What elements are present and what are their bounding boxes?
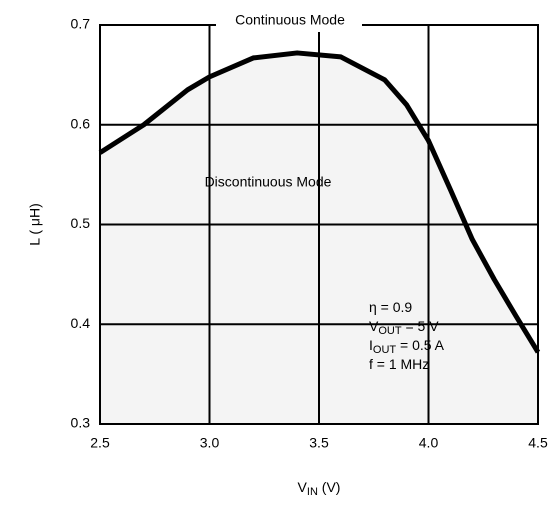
- annotation: η = 0.9: [369, 299, 412, 315]
- annotation: f = 1 MHz: [369, 356, 429, 372]
- line: [98, 50, 541, 354]
- text-part: = 0.5 A: [396, 337, 445, 353]
- y-tick-label: 0.7: [71, 16, 91, 32]
- text-part: I: [369, 337, 373, 353]
- subscript: OUT: [378, 325, 402, 337]
- x-tick-label: 3.0: [200, 435, 220, 451]
- y-tick-label: 0.4: [71, 315, 91, 331]
- x-tick-label: 4.5: [528, 435, 548, 451]
- y-tick-label: 0.5: [71, 215, 91, 231]
- x-tick-label: 3.5: [309, 435, 329, 451]
- text-part: V: [369, 318, 379, 334]
- text-part: η = 0.9: [369, 299, 412, 315]
- region-label: Continuous Mode: [235, 12, 345, 28]
- annotation: VOUT = 5 V: [369, 318, 439, 337]
- x-axis-label: VIN (V): [298, 479, 341, 498]
- text-part: (V): [318, 479, 341, 495]
- annotation: IOUT = 0.5 A: [369, 337, 445, 356]
- y-tick-label: 0.6: [71, 115, 91, 131]
- y-tick-label: 0.3: [71, 415, 91, 431]
- x-tick-label: 2.5: [90, 435, 110, 451]
- subscript: IN: [307, 486, 318, 498]
- subscript: OUT: [373, 344, 397, 356]
- label-bg: [216, 12, 362, 32]
- y-axis-label: L ( μH): [27, 203, 43, 246]
- text-part: f = 1 MHz: [369, 356, 429, 372]
- region-label: Discontinuous Mode: [205, 174, 332, 190]
- text-part: V: [298, 479, 308, 495]
- x-tick-label: 4.0: [419, 435, 439, 451]
- text-part: = 5 V: [402, 318, 440, 334]
